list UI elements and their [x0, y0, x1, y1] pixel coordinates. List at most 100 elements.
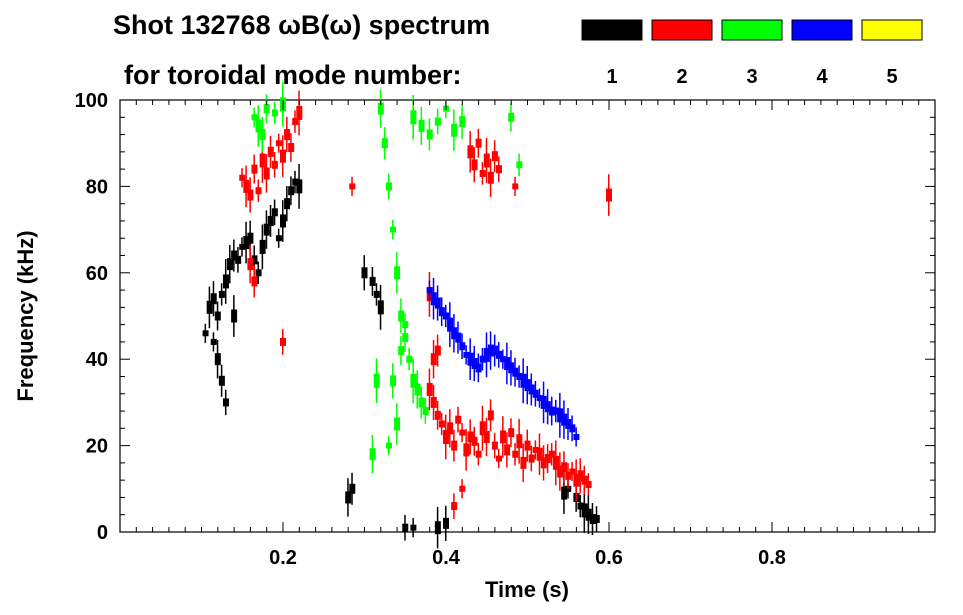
data-streak [408, 348, 410, 371]
data-streak [477, 443, 480, 466]
data-streak [534, 440, 537, 460]
data-streak [457, 321, 459, 354]
x-tick-label: 0.2 [269, 547, 297, 569]
data-streak [432, 384, 435, 420]
data-streak [400, 336, 402, 365]
data-streak [379, 284, 382, 330]
data-streak [294, 170, 296, 194]
data-streak [481, 162, 484, 185]
legend-swatch-mode-3 [721, 19, 783, 41]
x-tick-label: 0.6 [595, 547, 623, 569]
chart-title-line2: for toroidal mode number: [124, 60, 462, 90]
data-streak [416, 370, 418, 409]
legend-label-mode-3: 3 [746, 66, 757, 88]
data-streak [436, 285, 439, 321]
data-streak [453, 109, 455, 152]
y-tick-label: 60 [86, 263, 108, 285]
data-streak [436, 334, 439, 367]
data-streak [233, 239, 235, 272]
data-streak [563, 451, 565, 484]
legend-label-mode-2: 2 [676, 66, 687, 88]
data-streak [277, 228, 280, 248]
data-streak [229, 244, 231, 284]
data-streak [387, 173, 390, 200]
data-streak [440, 297, 443, 327]
data-streak [432, 340, 435, 379]
data-streak [469, 419, 471, 455]
data-streak [555, 440, 557, 486]
data-streak [440, 412, 443, 436]
data-streak [351, 472, 353, 505]
data-streak [420, 386, 423, 419]
data-streak [404, 514, 406, 541]
data-streak [563, 400, 565, 439]
data-streak [493, 432, 496, 459]
data-streak [371, 435, 374, 474]
data-streak [493, 140, 496, 173]
data-streak [559, 392, 561, 438]
data-streak [294, 110, 296, 133]
data-streak [542, 445, 545, 481]
data-streak [404, 323, 406, 352]
data-streak [404, 313, 406, 336]
series-mode-2 [239, 90, 612, 519]
data-streak [502, 349, 504, 369]
data-streak [273, 101, 276, 125]
data-streak [204, 323, 207, 343]
data-streak [233, 295, 235, 337]
data-streak [461, 104, 463, 140]
data-streak [241, 237, 243, 257]
data-streak [392, 363, 394, 399]
data-streak [208, 286, 211, 329]
data-streak [587, 473, 590, 496]
data-streak [579, 458, 581, 494]
data-streak [571, 461, 573, 482]
data-streak [465, 345, 467, 365]
data-streak [379, 89, 382, 128]
data-streak [216, 301, 219, 331]
data-streak [224, 389, 227, 416]
data-streak [265, 94, 268, 124]
data-streak [347, 478, 349, 517]
data-streak [514, 443, 516, 466]
data-streak [559, 452, 561, 491]
data-streak [245, 221, 247, 264]
data-streak [424, 398, 427, 424]
data-streak [461, 479, 463, 499]
data-streak [567, 479, 569, 499]
y-tick-label: 20 [86, 436, 108, 458]
data-streak [583, 488, 586, 533]
data-streak [298, 90, 300, 136]
x-axis-title: Time (s) [485, 577, 569, 602]
data-streak [453, 314, 455, 353]
data-streak [485, 138, 488, 183]
data-streak [526, 429, 528, 462]
data-streak [220, 283, 223, 306]
data-streak [502, 416, 504, 458]
data-streak [530, 445, 533, 472]
data-streak [550, 396, 553, 426]
data-streak [514, 176, 516, 196]
data-streak [220, 364, 223, 397]
data-streak [282, 329, 284, 355]
data-streak [485, 332, 488, 378]
data-streak [257, 179, 260, 202]
legend-swatch-mode-2 [651, 19, 713, 41]
data-streak [538, 388, 541, 408]
data-streak [436, 506, 439, 549]
data-streak [575, 459, 577, 501]
y-tick-label: 100 [75, 90, 108, 112]
data-streak [497, 156, 500, 182]
data-streak [412, 94, 414, 140]
data-streak [237, 247, 239, 273]
data-streak [212, 281, 215, 317]
data-streak [489, 331, 492, 370]
data-streak [457, 406, 459, 433]
data-streak [485, 417, 488, 457]
data-streak [216, 340, 219, 379]
data-streak [473, 147, 476, 183]
legend-label-mode-5: 5 [886, 66, 897, 88]
data-streak [269, 135, 272, 168]
data-streak [550, 443, 553, 466]
